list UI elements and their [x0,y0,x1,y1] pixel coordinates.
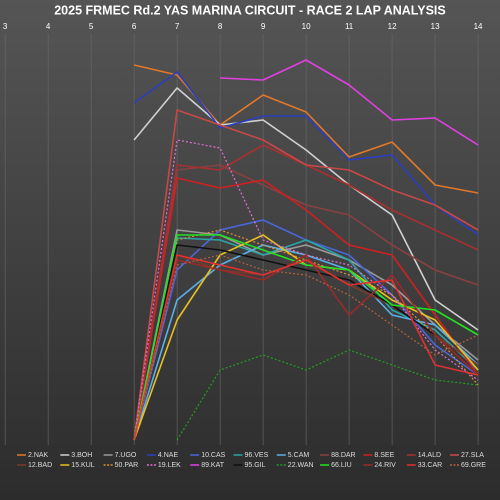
x-tick-label: 4 [46,22,51,31]
series-line [133,87,479,331]
series-line [133,254,479,441]
legend-label: 22.WAN [288,462,314,469]
x-tick-label: 14 [474,22,483,31]
legend-label: 8.SEE [374,452,394,459]
series-line [133,237,479,441]
legend-label: 5.CAM [288,452,310,459]
x-tick-label: 3 [3,22,8,31]
x-tick-label: 11 [345,22,354,31]
series-line [133,234,479,441]
legend-label: 12.BAD [28,462,52,469]
series-line [133,254,479,441]
series-line [133,229,479,441]
legend-label: 7.UGO [115,452,137,459]
legend-label: 24.RIV [374,462,396,469]
legend-label: 95.GIL [245,462,266,469]
chart-title: 2025 FRMEC Rd.2 YAS MARINA CIRCUIT - RAC… [54,3,446,17]
series-line [220,59,479,146]
legend-label: 33.CAR [418,462,443,469]
series-line [133,244,479,441]
legend-label: 19.LEK [158,462,181,469]
x-tick-label: 7 [175,22,180,31]
series-line [133,177,479,441]
x-tick-label: 6 [132,22,137,31]
legend-label: 2.NAK [28,452,49,459]
legend-label: 88.DAR [331,452,356,459]
legend-label: 89.KAT [201,462,225,469]
legend-label: 96.VES [245,452,269,459]
x-tick-label: 8 [218,22,223,31]
x-tick-label: 5 [89,22,94,31]
x-tick-label: 10 [302,22,311,31]
legend-label: 4.NAE [158,452,179,459]
series-line [133,109,479,441]
legend-label: 10.CAS [201,452,225,459]
legend-label: 15.KUL [71,462,94,469]
series-line [133,164,479,441]
legend-label: 66.LIU [331,462,352,469]
x-tick-label: 9 [261,22,266,31]
series-line [133,254,479,441]
legend-label: 50.PAR [115,462,139,469]
x-tick-label: 13 [431,22,440,31]
x-tick-label: 12 [388,22,397,31]
legend-label: 27.SLA [461,452,484,459]
legend-label: 3.BOH [71,452,92,459]
series-line [133,71,479,236]
series-line [176,349,479,441]
legend-label: 14.ALD [418,452,441,459]
legend-label: 69.GRE [461,462,486,469]
